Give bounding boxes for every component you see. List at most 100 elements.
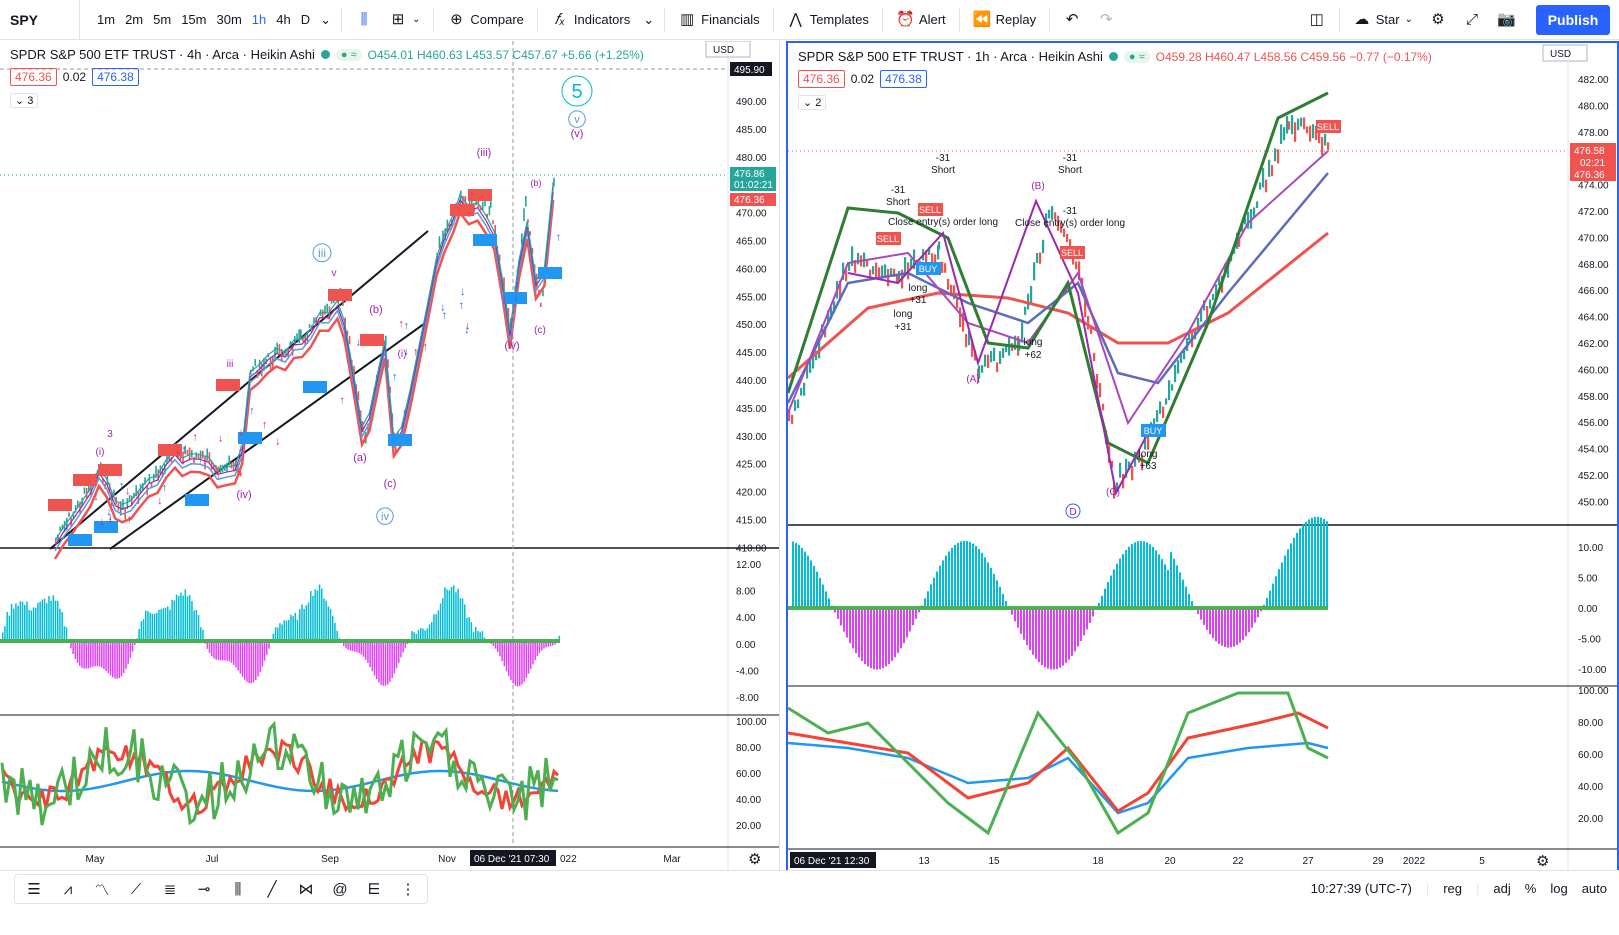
bid-tag-value: 476.36 [1574,170,1605,181]
bid-price[interactable]: 476.36 [798,70,845,88]
osc-bar [870,608,872,669]
ha-candle [324,305,326,315]
line-tool-icon[interactable]: ╱ [267,881,277,898]
sell-signal [876,232,901,245]
alert-button[interactable]: ⏰ Alert [888,0,954,40]
snapshot-button[interactable]: 📷 [1489,0,1523,40]
horizontal-ray-icon[interactable]: ⊸ [197,881,211,898]
sell-signal [918,203,943,216]
osc-bar [1005,601,1007,608]
replay-button[interactable]: ⏪ Replay [965,0,1044,40]
price-tick: 440.00 [736,376,767,387]
time-tick: Mar [663,854,681,865]
arrow-marker: ↓ [218,432,224,444]
chevron-down-icon[interactable]: ⌄ [643,11,655,27]
osc-bar [858,608,860,658]
financials-button[interactable]: ▥ Financials [670,0,768,40]
settings-button[interactable]: ⚙ [1421,0,1455,40]
tf-5m[interactable]: 5m [153,12,172,27]
indicators-button[interactable]: 𝑓ₓ Indicators [543,0,638,40]
chevron-down-icon[interactable]: ⌄ [320,11,332,27]
ha-candle [261,362,263,377]
osc-bar [318,584,321,641]
osc-bar [109,641,112,676]
spiral-tool-icon[interactable]: @ [332,880,348,898]
ha-candle [1030,285,1033,303]
ha-candle [113,489,115,497]
arrow-marker: ↓ [351,385,357,397]
osc-bar [514,641,517,686]
adj-toggle[interactable]: adj [1493,881,1511,896]
wave-tool-icon[interactable]: 〽 [94,881,110,899]
chart-type-button[interactable]: ⫼ [347,0,381,40]
tf-2m[interactable]: 2m [125,12,144,27]
chart-canvas-left[interactable]: 490.00485.00480.00475.00470.00465.00460.… [0,41,780,889]
osc-bar [387,641,389,685]
tf-15m[interactable]: 15m [181,12,207,27]
chart-pane-left[interactable]: 490.00485.00480.00475.00470.00465.00460.… [0,41,780,889]
chart-pane-right[interactable]: 482.00480.00478.00476.00474.00472.00470.… [786,41,1619,889]
ha-candle [1093,352,1096,362]
trendline-tool-icon[interactable]: ⟋ [130,880,142,898]
fib-tool-icon[interactable]: ≣ [163,881,177,898]
osc-bar [105,641,107,672]
lines-tool-icon[interactable]: ☰ [27,881,41,898]
osc-bar [1044,608,1046,668]
ask-price[interactable]: 476.38 [92,68,139,86]
osc-bar [1188,593,1190,608]
fib-extension-icon[interactable]: ⋿ [367,881,381,898]
osc-bar [801,547,803,608]
zigzag-tool-icon[interactable]: ⩘ [63,880,73,898]
templates-button[interactable]: ⋀ Templates [779,0,877,40]
osc-bar [294,612,297,641]
osc-bar [1023,608,1025,640]
auto-toggle[interactable]: auto [1581,881,1607,896]
osc-bar [1224,608,1226,648]
tf-1h[interactable]: 1h [251,12,267,27]
ha-candle [111,492,113,507]
tf-1m[interactable]: 1m [97,12,116,27]
symbol-search[interactable]: SPY [0,0,80,40]
tf-30m[interactable]: 30m [216,12,242,27]
osc-bar [963,540,965,608]
osc-bar [843,608,845,632]
sell-signal [360,334,384,346]
gann-tool-icon[interactable]: ⋮ [400,881,416,898]
compare-button[interactable]: ⊕ Compare [439,0,531,40]
ha-candle [1018,338,1021,351]
redo-button[interactable]: ↷ [1089,0,1123,40]
ha-candle [1271,165,1274,177]
ha-candle [135,485,137,497]
bid-price[interactable]: 476.36 [10,68,57,86]
wave-circle [561,75,593,107]
ha-candle [978,365,981,379]
bars-pattern-icon[interactable]: ⫼ [234,880,242,898]
pattern-tool-icon[interactable]: ⋈ [298,881,314,898]
ask-price[interactable]: 476.38 [880,70,927,88]
ha-candle [830,307,833,320]
price-tick: 450.00 [736,320,767,331]
osc-bar [804,551,806,608]
undo-button[interactable]: ↶ [1055,0,1089,40]
clock[interactable]: 10:27:39 (UTC-7) [1310,881,1412,896]
star-layout-button[interactable]: ☁ Star ⌄ [1354,10,1413,28]
ha-candle [322,309,324,319]
ha-candle [1241,224,1244,232]
percent-toggle[interactable]: % [1524,881,1537,896]
log-toggle[interactable]: log [1550,881,1568,896]
layout-button[interactable]: ◫ [1300,0,1334,40]
osc-bar [217,641,220,661]
chart-canvas-right[interactable]: 482.00480.00478.00476.00474.00472.00470.… [788,43,1617,887]
osc-bar [1230,608,1232,648]
fullscreen-button[interactable]: ⤢ [1455,0,1489,40]
ha-candle [61,524,64,530]
session-toggle[interactable]: reg [1443,881,1463,896]
publish-button[interactable]: Publish [1536,5,1610,35]
indicator-collapse-left[interactable]: ⌄ 3 [10,93,39,108]
heikin-button[interactable]: ⊞ ⌄ [381,0,428,40]
indicator-collapse-right[interactable]: ⌄ 2 [798,95,827,110]
ha-candle [498,254,501,262]
ha-candle [904,257,907,273]
tf-D[interactable]: D [300,12,311,27]
tf-4h[interactable]: 4h [276,12,291,27]
